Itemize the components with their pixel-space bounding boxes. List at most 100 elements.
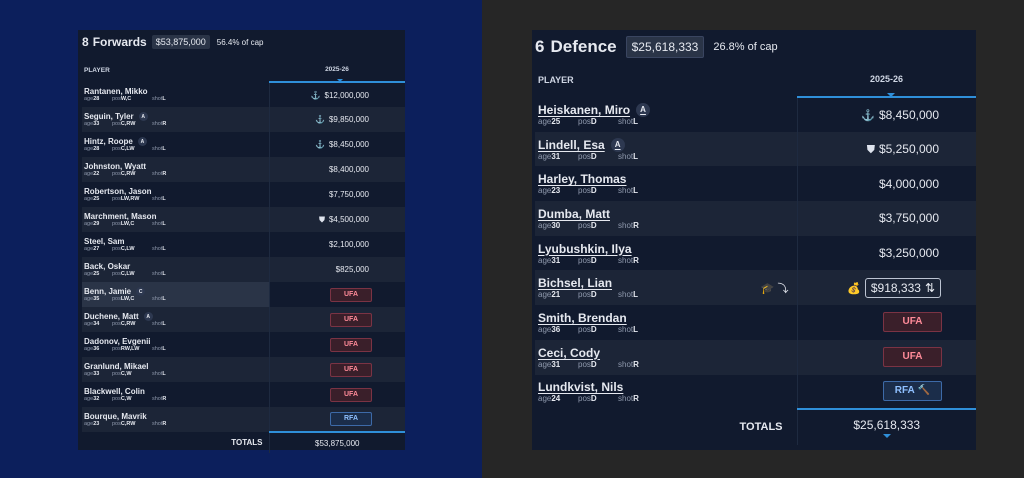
status-ufa-tag[interactable]: UFA	[330, 387, 372, 402]
player-cell[interactable]: Rantanen, Mikko age28 posW,C shotL	[82, 82, 270, 107]
salary-cell[interactable]: $3,750,000	[797, 201, 976, 236]
table-row[interactable]: Dadonov, Evgenii age36 posRW,LW shotL UFA	[82, 332, 405, 357]
table-row[interactable]: Johnston, Wyatt age22 posC,RW shotR $8,400,0…	[82, 157, 405, 182]
player-name[interactable]: Lindell, Esa	[538, 137, 605, 152]
player-cell[interactable]: Blackwell, Colin age32 posC,W shotR	[82, 382, 270, 407]
player-name[interactable]: Johnston, Wyatt	[84, 162, 147, 171]
status-ufa-tag[interactable]: UFA	[330, 362, 372, 377]
table-row[interactable]: Granlund, Mikael age33 posC,W shotL UFA	[82, 357, 405, 382]
salary-cell[interactable]: ⚓ $8,450,000	[797, 97, 976, 132]
table-row[interactable]: Smith, Brendan age36 posD shotL UFA	[535, 305, 976, 340]
player-name[interactable]: Blackwell, Colin	[84, 387, 145, 396]
status-rfa-tag[interactable]: RFA 🔨	[883, 381, 942, 402]
player-name[interactable]: Rantanen, Mikko	[84, 87, 148, 96]
player-name[interactable]: Dadonov, Evgenii	[84, 337, 151, 346]
salary-cell[interactable]: UFA	[269, 357, 405, 382]
player-name[interactable]: Benn, Jamie	[84, 287, 132, 296]
player-name[interactable]: Bourque, Mavrik	[84, 412, 147, 421]
player-name[interactable]: Smith, Brendan	[538, 310, 627, 325]
salary-cell[interactable]: UFA	[269, 382, 405, 407]
player-name[interactable]: Lundkvist, Nils	[538, 380, 624, 395]
salary-cell[interactable]: 💰 $918,333 ⇅	[797, 270, 976, 306]
table-row[interactable]: Harley, Thomas age23 posD shotL $4,000,000	[535, 166, 976, 202]
player-name[interactable]: Granlund, Mikael	[84, 362, 149, 371]
salary-cell[interactable]: ⛊ $5,250,000	[797, 131, 976, 167]
player-cell[interactable]: Steel, Sam age27 posC,LW shotL	[82, 232, 270, 257]
player-cell[interactable]: Dadonov, Evgenii age36 posRW,LW shotL	[82, 332, 270, 357]
player-cell[interactable]: Smith, Brendan age36 posD shotL	[535, 305, 798, 340]
player-cell[interactable]: Harley, Thomas age23 posD shotL	[535, 166, 798, 202]
table-row[interactable]: Rantanen, Mikko age28 posW,C shotL ⚓ $12,000,…	[82, 82, 405, 107]
player-name[interactable]: Robertson, Jason	[84, 187, 152, 196]
status-ufa-tag[interactable]: UFA	[883, 312, 942, 333]
table-row[interactable]: Lundkvist, Nils age24 posD shotR RFA 🔨	[535, 374, 976, 410]
player-cell[interactable]: Bichsel, Lian age21 posD shotL 🎓 ⤵	[535, 270, 798, 306]
player-name[interactable]: Lyubushkin, Ilya	[538, 241, 632, 256]
player-name[interactable]: Hintz, Roope	[84, 137, 133, 146]
status-ufa-tag[interactable]: UFA	[883, 347, 942, 368]
salary-cell[interactable]: ⛊ $4,500,000	[269, 207, 405, 232]
season-column-header[interactable]: 2025-26	[269, 58, 405, 83]
salary-cell[interactable]: RFA 🔨	[797, 375, 976, 410]
player-cell[interactable]: Bourque, Mavrik age23 posC,RW shotR	[82, 407, 270, 432]
salary-cell[interactable]: UFA	[269, 332, 405, 357]
salary-cell[interactable]: $7,750,000	[269, 182, 405, 207]
player-name[interactable]: Marchment, Mason	[84, 212, 157, 221]
status-ufa-tag[interactable]: UFA	[330, 337, 372, 352]
table-row[interactable]: Marchment, Mason age29 posLW,C shotL ⛊ $4,500…	[82, 207, 405, 232]
player-cell[interactable]: Dumba, Matt age30 posD shotR	[535, 201, 798, 236]
salary-cell[interactable]: ⚓ $9,850,000	[269, 107, 405, 132]
player-cell[interactable]: Robertson, Jason age25 posLW,RW shotL	[82, 182, 270, 207]
salary-cell[interactable]: ⚓ $8,450,000	[269, 132, 405, 157]
salary-cell[interactable]: UFA	[269, 282, 405, 307]
player-name[interactable]: Steel, Sam	[84, 237, 125, 246]
salary-cell[interactable]: UFA	[797, 305, 976, 340]
player-cell[interactable]: Lundkvist, Nils age24 posD shotR	[535, 374, 798, 410]
table-row[interactable]: Bichsel, Lian age21 posD shotL 🎓 ⤵ 💰 $918,333 ⇅	[535, 270, 976, 306]
player-name[interactable]: Bichsel, Lian	[538, 276, 613, 291]
table-row[interactable]: Blackwell, Colin age32 posC,W shotR UFA	[82, 382, 405, 407]
table-row[interactable]: Ceci, Cody age31 posD shotR UFA	[535, 339, 976, 375]
salary-cell[interactable]: $825,000	[269, 257, 405, 282]
player-cell[interactable]: Ceci, Cody age31 posD shotR	[535, 339, 798, 375]
salary-cell[interactable]: $8,400,000	[269, 157, 405, 182]
contract-tools-icons[interactable]: 🎓 ⤵	[760, 282, 789, 295]
table-row[interactable]: Robertson, Jason age25 posLW,RW shotL $7,750…	[82, 182, 405, 207]
player-cell[interactable]: Johnston, Wyatt age22 posC,RW shotR	[82, 157, 270, 182]
salary-cell[interactable]: $2,100,000	[269, 232, 405, 257]
salary-cell[interactable]: $3,250,000	[797, 236, 976, 271]
status-rfa-tag[interactable]: RFA	[330, 412, 372, 426]
salary-cell[interactable]: ⚓ $12,000,000	[269, 82, 405, 107]
player-name[interactable]: Dumba, Matt	[538, 206, 610, 221]
player-name[interactable]: Back, Oskar	[84, 262, 131, 271]
player-cell[interactable]: Marchment, Mason age29 posLW,C shotL	[82, 207, 270, 232]
table-row[interactable]: Bourque, Mavrik age23 posC,RW shotR RFA	[82, 407, 405, 432]
player-cell[interactable]: Back, Oskar age25 posC,LW shotL	[82, 257, 270, 282]
salary-cell[interactable]: UFA	[269, 307, 405, 332]
player-name[interactable]: Heiskanen, Miro	[538, 102, 631, 117]
player-name[interactable]: Harley, Thomas	[538, 172, 627, 187]
table-row[interactable]: Lyubushkin, Ilya age31 posD shotR $3,250,000	[535, 235, 976, 271]
status-ufa-tag[interactable]: UFA	[330, 312, 372, 327]
salary-cell[interactable]: RFA	[269, 407, 405, 432]
player-cell[interactable]: Granlund, Mikael age33 posC,W shotL	[82, 357, 270, 382]
player-name[interactable]: Ceci, Cody	[538, 345, 601, 360]
salary-box[interactable]: $918,333 ⇅	[864, 277, 941, 298]
player-column-header[interactable]: PLAYER	[84, 66, 110, 74]
season-column-header[interactable]: 2025-26	[797, 62, 976, 98]
salary-cell[interactable]: $4,000,000	[797, 166, 976, 201]
player-name[interactable]: Seguin, Tyler	[84, 112, 134, 121]
table-row[interactable]: Dumba, Matt age30 posD shotR $3,750,000	[535, 201, 976, 236]
status-ufa-tag[interactable]: UFA	[330, 287, 372, 302]
